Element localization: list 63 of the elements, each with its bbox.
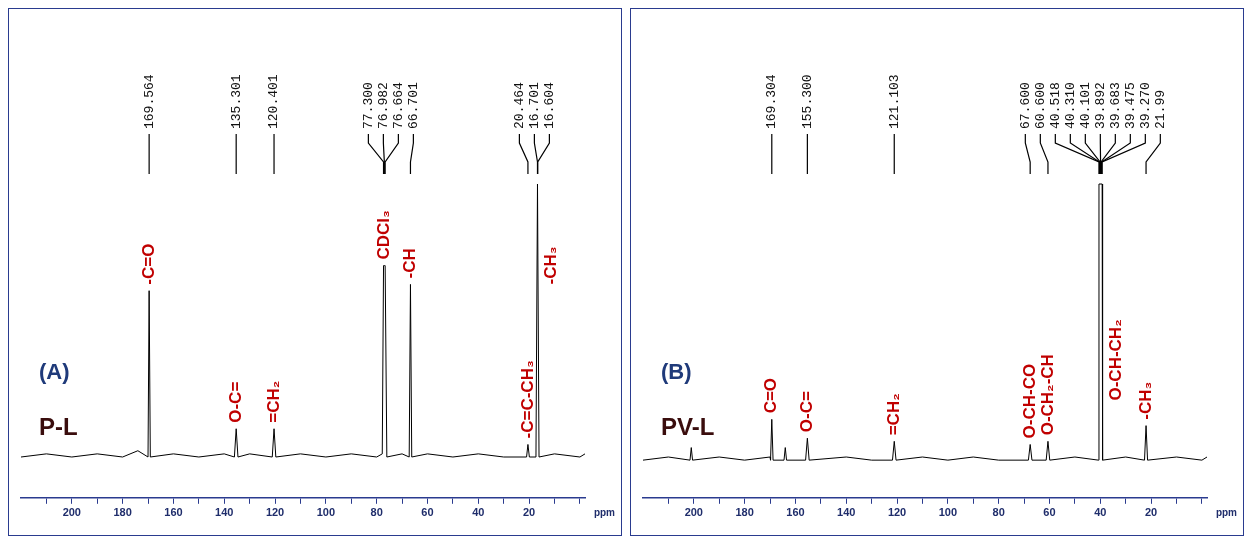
annotation: CDCl₃ [374,210,394,260]
x-tick-label: 20 [1144,506,1158,519]
x-tick-label: 60 [421,506,434,519]
x-tick-label: 80 [992,506,1005,519]
annotation: 60.600 [1032,82,1048,129]
text: P-L [39,413,78,441]
annotation: 121.103 [886,74,902,129]
annotation: 120.401 [266,74,282,129]
annotation: 39.270 [1137,82,1153,129]
x-tick-label: 20 [522,506,536,519]
x-tick-label: 160 [164,506,183,519]
text: PV-L [661,413,715,441]
annotation: O-CH-CH₂ [1105,319,1125,401]
x-tick-label: 120 [887,506,907,519]
text: (A) [39,358,70,384]
annotation: -C=O [138,243,158,285]
annotation: 76.982 [375,82,391,129]
annotation: -CH₃ [1135,381,1155,420]
annotation: 39.892 [1092,82,1108,129]
x-tick-label: 40 [472,506,485,519]
x-axis-title: ppm [1215,506,1238,518]
annotation: 155.300 [799,74,815,129]
annotation: O-CH₂-CH [1037,354,1057,436]
text: (B) [661,358,692,384]
x-tick-label: 200 [684,506,703,519]
annotation: -CH₃ [541,246,561,285]
annotation: 21.99 [1152,89,1168,129]
annotation: =CH₂ [263,380,283,423]
x-tick-label: 160 [786,506,805,519]
x-tick-label: 100 [316,506,336,519]
annotation: 77.300 [360,82,376,129]
x-tick-label: 140 [215,506,234,519]
annotation: -C=C-CH₃ [517,360,537,439]
x-tick-label: 60 [1043,506,1056,519]
annotation: 40.101 [1077,81,1093,129]
annotation: 16.604 [541,81,557,129]
annotation: O-CH-CO [1019,363,1039,439]
x-tick-label: 80 [370,506,383,519]
x-tick-label: 40 [1094,506,1107,519]
annotation: =CH₂ [883,393,903,436]
annotation: 135.301 [228,74,244,129]
annotation: 76.664 [390,81,406,129]
annotation: 169.564 [141,74,157,129]
x-tick-label: 180 [735,506,754,519]
x-tick-label: 100 [938,506,958,519]
annotation: 169.304 [764,74,780,129]
annotation: 39.475 [1122,82,1138,129]
annotation: 67.600 [1017,82,1033,129]
annotation: 20.464 [511,81,527,129]
annotation: 40.310 [1062,82,1078,129]
x-tick-label: 120 [265,506,285,519]
x-tick-label: 180 [113,506,132,519]
annotation: O-C= [797,391,817,433]
x-tick-label: 200 [62,506,81,519]
x-tick-label: 140 [837,506,856,519]
x-axis-title: ppm [593,506,616,518]
annotation: O-C= [225,381,245,423]
annotation: 16.701 [526,81,542,129]
annotation: 39.683 [1107,82,1123,129]
annotation: 40.518 [1047,82,1063,129]
annotation: C=O [761,377,781,414]
annotation: -CH [400,248,420,279]
annotation: 66.701 [405,81,421,129]
